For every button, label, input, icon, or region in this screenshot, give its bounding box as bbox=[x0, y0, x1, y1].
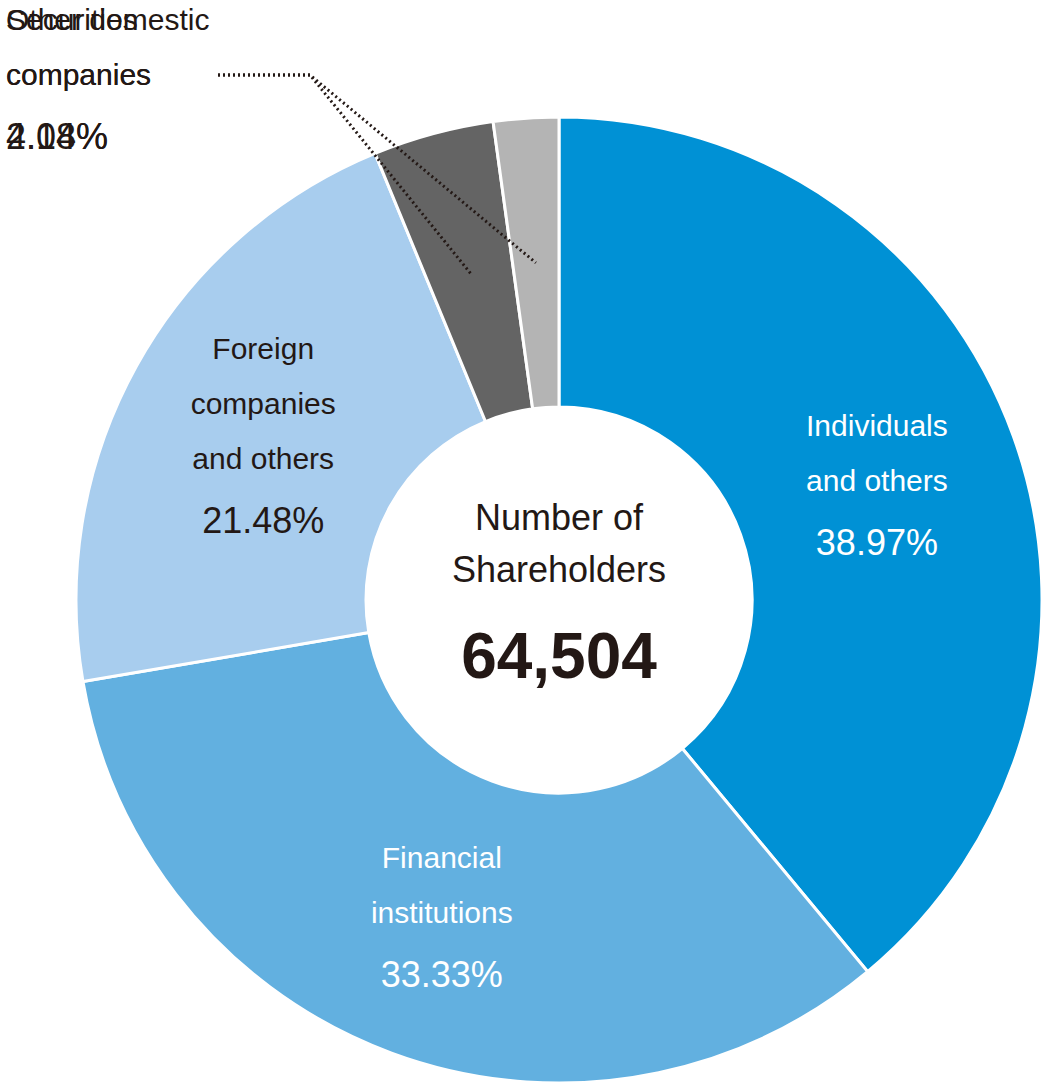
labels: Individuals and others 38.97% Financial inst… bbox=[6, 3, 948, 995]
total-label: 64,504 bbox=[461, 620, 657, 692]
center: Number of Shareholders 64,504 bbox=[452, 497, 666, 692]
category-label: Foreign companies and others bbox=[191, 332, 336, 475]
data-label: 21.48% bbox=[202, 500, 324, 541]
title-line: Shareholders bbox=[452, 549, 666, 590]
slices bbox=[76, 117, 1042, 1083]
category-label-line: and others bbox=[192, 442, 334, 475]
leader-line bbox=[218, 75, 471, 274]
category-label-line: Individuals bbox=[806, 409, 948, 442]
category-label: Individuals and others bbox=[806, 409, 948, 497]
category-label-line: companies bbox=[6, 58, 151, 91]
data-label: 33.33% bbox=[381, 954, 503, 995]
data-label: 38.97% bbox=[816, 522, 938, 563]
category-label-line: Financial bbox=[382, 841, 502, 874]
category-label: Other domestic companies bbox=[6, 3, 209, 91]
category-label: Financial institutions bbox=[371, 841, 513, 929]
category-label-line: Foreign bbox=[212, 332, 314, 365]
title-line: Number of bbox=[475, 497, 644, 538]
category-label: Securities companies bbox=[6, 3, 151, 91]
data-label: 4.04% bbox=[6, 116, 108, 157]
slice bbox=[493, 117, 559, 409]
title: Number of Shareholders bbox=[452, 497, 666, 590]
leader-line bbox=[218, 75, 536, 263]
category-label-line: institutions bbox=[371, 896, 513, 929]
category-label-line: Other domestic bbox=[6, 3, 209, 36]
data-label: 2.18% bbox=[6, 116, 108, 157]
category-label-line: companies bbox=[191, 387, 336, 420]
slice bbox=[83, 633, 868, 1083]
chart: Individuals and others 38.97% Financial inst… bbox=[0, 0, 1056, 1087]
category-label-line: companies bbox=[6, 58, 151, 91]
plot bbox=[76, 117, 1042, 1083]
category-label-line: and others bbox=[806, 464, 948, 497]
category-label-line: Securities bbox=[6, 3, 138, 36]
